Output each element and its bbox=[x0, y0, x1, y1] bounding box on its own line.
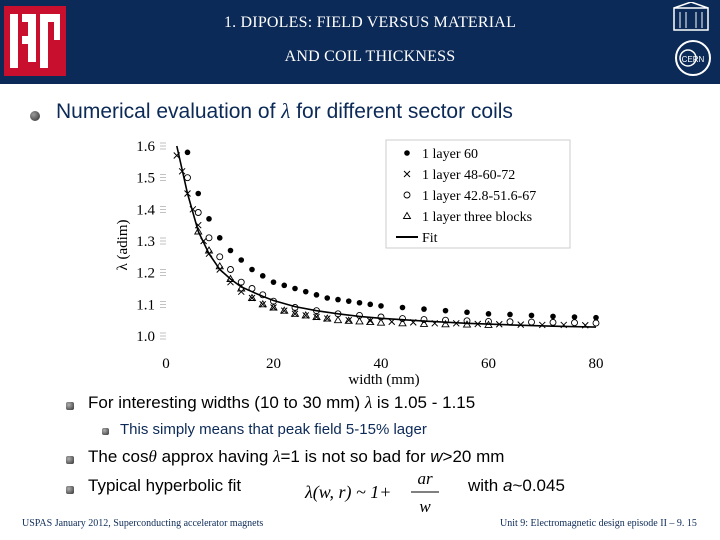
bullet-interesting-widths: For interesting widths (10 to 30 mm) λ i… bbox=[88, 393, 475, 413]
data-point bbox=[529, 313, 535, 319]
data-point bbox=[324, 295, 330, 301]
footer-course: USPAS January 2012, Superconducting acce… bbox=[22, 518, 263, 529]
formula-lhs: λ(w, r) ~ 1+ bbox=[304, 482, 391, 503]
y-tick-label: 1.2 bbox=[136, 266, 155, 282]
y-tick-label: 1.6 bbox=[136, 139, 155, 155]
formula-denominator: w bbox=[419, 497, 431, 516]
data-point bbox=[185, 150, 191, 156]
bullet-hyperbolic-fit-tail: with a~0.045 bbox=[468, 476, 565, 496]
x-tick-label: 60 bbox=[481, 356, 496, 372]
data-point bbox=[281, 283, 287, 289]
data-point bbox=[529, 319, 535, 325]
data-point bbox=[238, 257, 244, 263]
data-point bbox=[357, 300, 363, 306]
data-point bbox=[346, 298, 352, 304]
bullet-icon bbox=[66, 486, 74, 494]
data-point bbox=[314, 292, 320, 298]
data-point bbox=[292, 286, 298, 292]
data-point bbox=[217, 254, 223, 260]
formula-numerator: ar bbox=[417, 469, 433, 488]
data-point bbox=[593, 320, 599, 326]
data-point bbox=[303, 289, 309, 295]
x-tick-label: 40 bbox=[374, 356, 389, 372]
legend-label: 1 layer three blocks bbox=[422, 210, 532, 225]
data-point bbox=[271, 279, 277, 285]
data-point bbox=[228, 248, 234, 254]
data-point bbox=[464, 309, 470, 315]
bullet-icon bbox=[102, 428, 109, 435]
data-point bbox=[260, 273, 266, 279]
bullet-hyperbolic-fit: Typical hyperbolic fit bbox=[88, 476, 241, 496]
hyperbolic-fit-formula: λ(w, r) ~ 1+ ar w bbox=[303, 468, 443, 518]
legend-label: 1 layer 48-60-72 bbox=[422, 168, 515, 183]
legend-marker bbox=[404, 150, 410, 156]
data-point bbox=[572, 320, 578, 326]
x-tick-label: 80 bbox=[589, 356, 604, 372]
data-point bbox=[572, 314, 578, 320]
bullet-icon bbox=[66, 402, 74, 410]
data-point bbox=[249, 267, 255, 273]
data-point bbox=[195, 191, 201, 197]
legend-label: Fit bbox=[422, 231, 438, 246]
x-tick-label: 0 bbox=[162, 356, 170, 372]
data-point bbox=[421, 306, 427, 312]
data-point bbox=[335, 297, 341, 303]
data-point bbox=[238, 289, 244, 295]
data-point bbox=[195, 210, 201, 216]
bullet-cos-theta: The cosθ approx having λ=1 is not so bad… bbox=[88, 447, 504, 467]
legend-label: 1 layer 42.8-51.6-67 bbox=[422, 189, 536, 204]
chart-ylabel: λ (adim) bbox=[115, 219, 131, 270]
legend-label: 1 layer 60 bbox=[422, 147, 478, 162]
data-point bbox=[185, 175, 191, 181]
data-point bbox=[217, 235, 223, 241]
bullet-peak-field: This simply means that peak field 5-15% … bbox=[120, 421, 427, 438]
data-point bbox=[539, 322, 545, 328]
data-point bbox=[507, 312, 513, 318]
data-point bbox=[443, 308, 449, 314]
data-point bbox=[550, 319, 556, 325]
data-point bbox=[507, 319, 513, 325]
y-tick-label: 1.3 bbox=[136, 234, 155, 250]
data-point bbox=[206, 235, 212, 241]
y-tick-label: 1.0 bbox=[136, 329, 155, 345]
data-point bbox=[367, 302, 373, 308]
chart-xlabel: width (mm) bbox=[348, 372, 419, 388]
data-point bbox=[206, 216, 212, 222]
data-point bbox=[486, 311, 492, 317]
bullet-icon bbox=[66, 456, 74, 464]
footer-unit: Unit 9: Electromagnetic design episode I… bbox=[500, 518, 697, 529]
data-point bbox=[400, 305, 406, 311]
y-tick-label: 1.1 bbox=[136, 297, 155, 313]
data-point bbox=[378, 303, 384, 309]
x-tick-label: 20 bbox=[266, 356, 281, 372]
y-tick-label: 1.5 bbox=[136, 171, 155, 187]
data-point bbox=[550, 314, 556, 320]
y-tick-label: 1.4 bbox=[136, 202, 155, 218]
data-point bbox=[335, 317, 342, 323]
data-point bbox=[228, 267, 234, 273]
